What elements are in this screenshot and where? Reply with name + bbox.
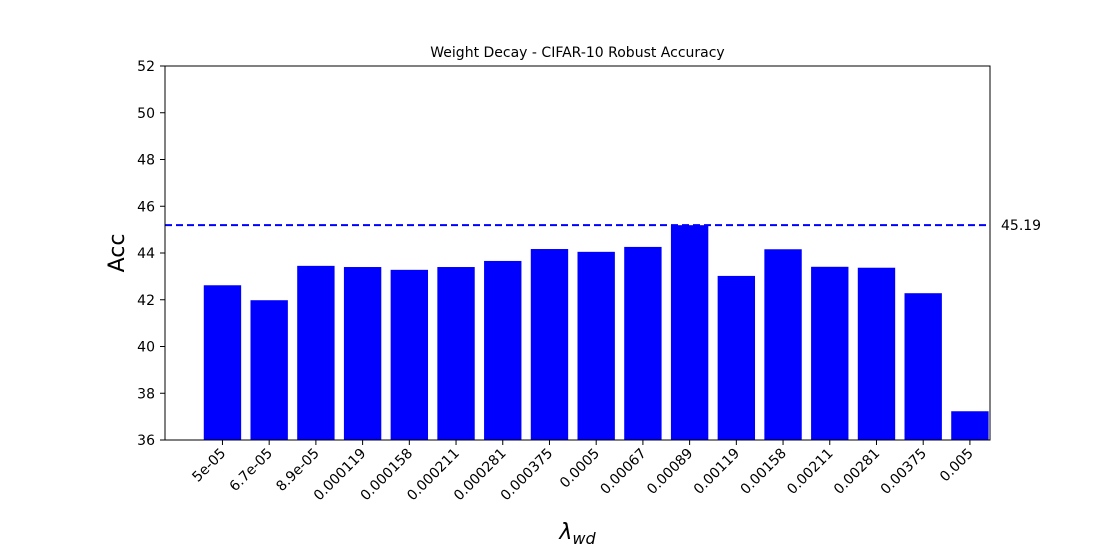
reference-line-label: 45.19 [1001, 218, 1041, 234]
bar [530, 249, 569, 440]
bar [203, 285, 242, 440]
x-tick-label: 0.00158 [738, 446, 790, 498]
x-tick-label: 0.00119 [691, 446, 743, 498]
x-tick-label: 0.00375 [878, 446, 930, 498]
y-tick-label: 52 [137, 59, 155, 75]
y-tick-label: 38 [137, 386, 155, 402]
y-tick-label: 48 [137, 153, 155, 169]
x-tick-label: 0.0005 [557, 446, 603, 492]
bar [717, 275, 756, 440]
bar [484, 260, 522, 440]
y-tick-label: 46 [137, 199, 155, 215]
bar [904, 293, 942, 440]
x-tick-label: 5e-05 [189, 446, 229, 486]
y-tick-label: 42 [137, 293, 155, 309]
bar [951, 411, 989, 440]
plot-area: 45.193638404244464850525e-056.7e-058.9e-… [137, 59, 1041, 504]
bar [250, 300, 288, 440]
bar [811, 266, 849, 440]
bar [577, 251, 615, 440]
bar [670, 225, 709, 440]
y-tick-label: 40 [137, 340, 155, 356]
x-tick-label: 0.00089 [644, 446, 696, 498]
bar [343, 267, 382, 440]
bar [857, 267, 896, 440]
y-tick-label: 44 [137, 246, 155, 262]
y-axis-label: Acc [105, 234, 130, 273]
chart-title: Weight Decay - CIFAR-10 Robust Accuracy [430, 45, 724, 61]
bar [624, 246, 662, 440]
bar [437, 267, 475, 440]
y-tick-label: 36 [137, 433, 155, 449]
x-axis-label-subscript: wd [572, 529, 596, 548]
bar [764, 249, 802, 440]
bar [390, 269, 429, 440]
x-tick-label: 6.7e-05 [227, 446, 276, 495]
x-axis-label-symbol: λ [558, 520, 572, 545]
x-tick-label: 0.00281 [831, 446, 883, 498]
x-tick-label: 0.00211 [784, 446, 836, 498]
x-tick-label: 0.00067 [597, 446, 649, 498]
x-axis-label: λwd [558, 520, 596, 548]
bar [297, 265, 335, 440]
y-tick-label: 50 [137, 106, 155, 122]
x-tick-label: 0.005 [937, 446, 977, 486]
